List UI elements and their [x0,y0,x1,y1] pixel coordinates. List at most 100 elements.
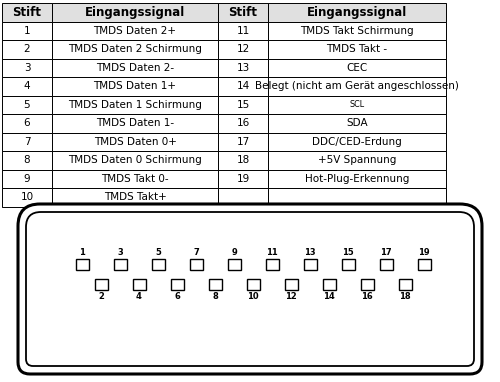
Bar [304,259,316,270]
Bar [52,3,218,21]
Text: TMDS Daten 0+: TMDS Daten 0+ [94,137,176,147]
Bar [266,259,278,270]
Bar [218,77,268,96]
Bar [268,21,446,40]
Text: 2: 2 [24,44,30,54]
Text: TMDS Takt 0-: TMDS Takt 0- [101,174,169,184]
Bar [114,259,126,270]
Text: 16: 16 [361,292,373,301]
Text: Hot-Plug-Erkennung: Hot-Plug-Erkennung [305,174,409,184]
Text: 16: 16 [236,118,250,128]
PathPatch shape [26,212,474,366]
Bar [342,259,354,270]
Bar [52,188,218,207]
Bar [52,96,218,114]
Text: TMDS Daten 2-: TMDS Daten 2- [96,63,174,73]
Text: 4: 4 [24,81,30,91]
Bar [190,259,202,270]
Bar [218,188,268,207]
Bar [76,259,88,270]
Bar [2,133,52,151]
Text: 5: 5 [24,100,30,110]
Text: 19: 19 [236,174,250,184]
Text: 19: 19 [418,248,430,257]
Bar [2,21,52,40]
Bar [268,170,446,188]
Bar [218,40,268,58]
Text: TMDS Daten 1+: TMDS Daten 1+ [94,81,176,91]
Text: 7: 7 [24,137,30,147]
Text: TMDS Takt+: TMDS Takt+ [104,192,166,202]
Bar [218,58,268,77]
Bar [208,279,222,290]
Bar [218,170,268,188]
Bar [2,188,52,207]
Text: SCL: SCL [350,100,364,109]
Bar [218,133,268,151]
Text: 6: 6 [174,292,180,301]
Text: Stift: Stift [12,6,42,19]
Text: 18: 18 [236,155,250,165]
Bar [268,151,446,170]
Bar [52,77,218,96]
Bar [218,3,268,21]
Bar [52,40,218,58]
Bar [380,259,392,270]
Bar [322,279,336,290]
Text: Eingangssignal: Eingangssignal [85,6,185,19]
Bar [52,114,218,133]
Bar [268,58,446,77]
Text: TMDS Daten 2 Schirmung: TMDS Daten 2 Schirmung [68,44,202,54]
Text: 9: 9 [231,248,237,257]
Bar [268,133,446,151]
Text: 2: 2 [98,292,104,301]
Bar [2,3,52,21]
Text: TMDS Takt Schirmung: TMDS Takt Schirmung [300,26,414,36]
Text: 1: 1 [79,248,85,257]
Text: DDC/CED-Erdung: DDC/CED-Erdung [312,137,402,147]
Bar [52,21,218,40]
Text: 14: 14 [323,292,335,301]
Text: 7: 7 [193,248,199,257]
Bar [52,133,218,151]
Bar [218,114,268,133]
Bar [268,114,446,133]
Text: 10: 10 [247,292,259,301]
Text: 3: 3 [117,248,123,257]
Bar [170,279,183,290]
Bar [2,40,52,58]
Bar [132,279,145,290]
Bar [218,21,268,40]
Bar [52,58,218,77]
Text: 5: 5 [155,248,161,257]
Text: 8: 8 [212,292,218,301]
Text: 8: 8 [24,155,30,165]
Bar [2,151,52,170]
Text: SDA: SDA [346,118,368,128]
Text: Stift: Stift [228,6,258,19]
Text: 1: 1 [24,26,30,36]
Text: TMDS Daten 1 Schirmung: TMDS Daten 1 Schirmung [68,100,202,110]
Bar [398,279,411,290]
Bar [418,259,430,270]
Bar [94,279,108,290]
Bar [218,151,268,170]
Text: 14: 14 [236,81,250,91]
Bar [360,279,374,290]
Text: 17: 17 [236,137,250,147]
Text: 11: 11 [236,26,250,36]
Text: 6: 6 [24,118,30,128]
Bar [2,58,52,77]
Text: 10: 10 [20,192,34,202]
Bar [218,96,268,114]
Text: 18: 18 [399,292,411,301]
Bar [2,114,52,133]
Bar [2,96,52,114]
Text: 15: 15 [236,100,250,110]
Bar [268,77,446,96]
Bar [2,77,52,96]
Text: 13: 13 [304,248,316,257]
Bar [268,96,446,114]
Text: Eingangssignal: Eingangssignal [307,6,407,19]
Text: TMDS Takt -: TMDS Takt - [326,44,388,54]
